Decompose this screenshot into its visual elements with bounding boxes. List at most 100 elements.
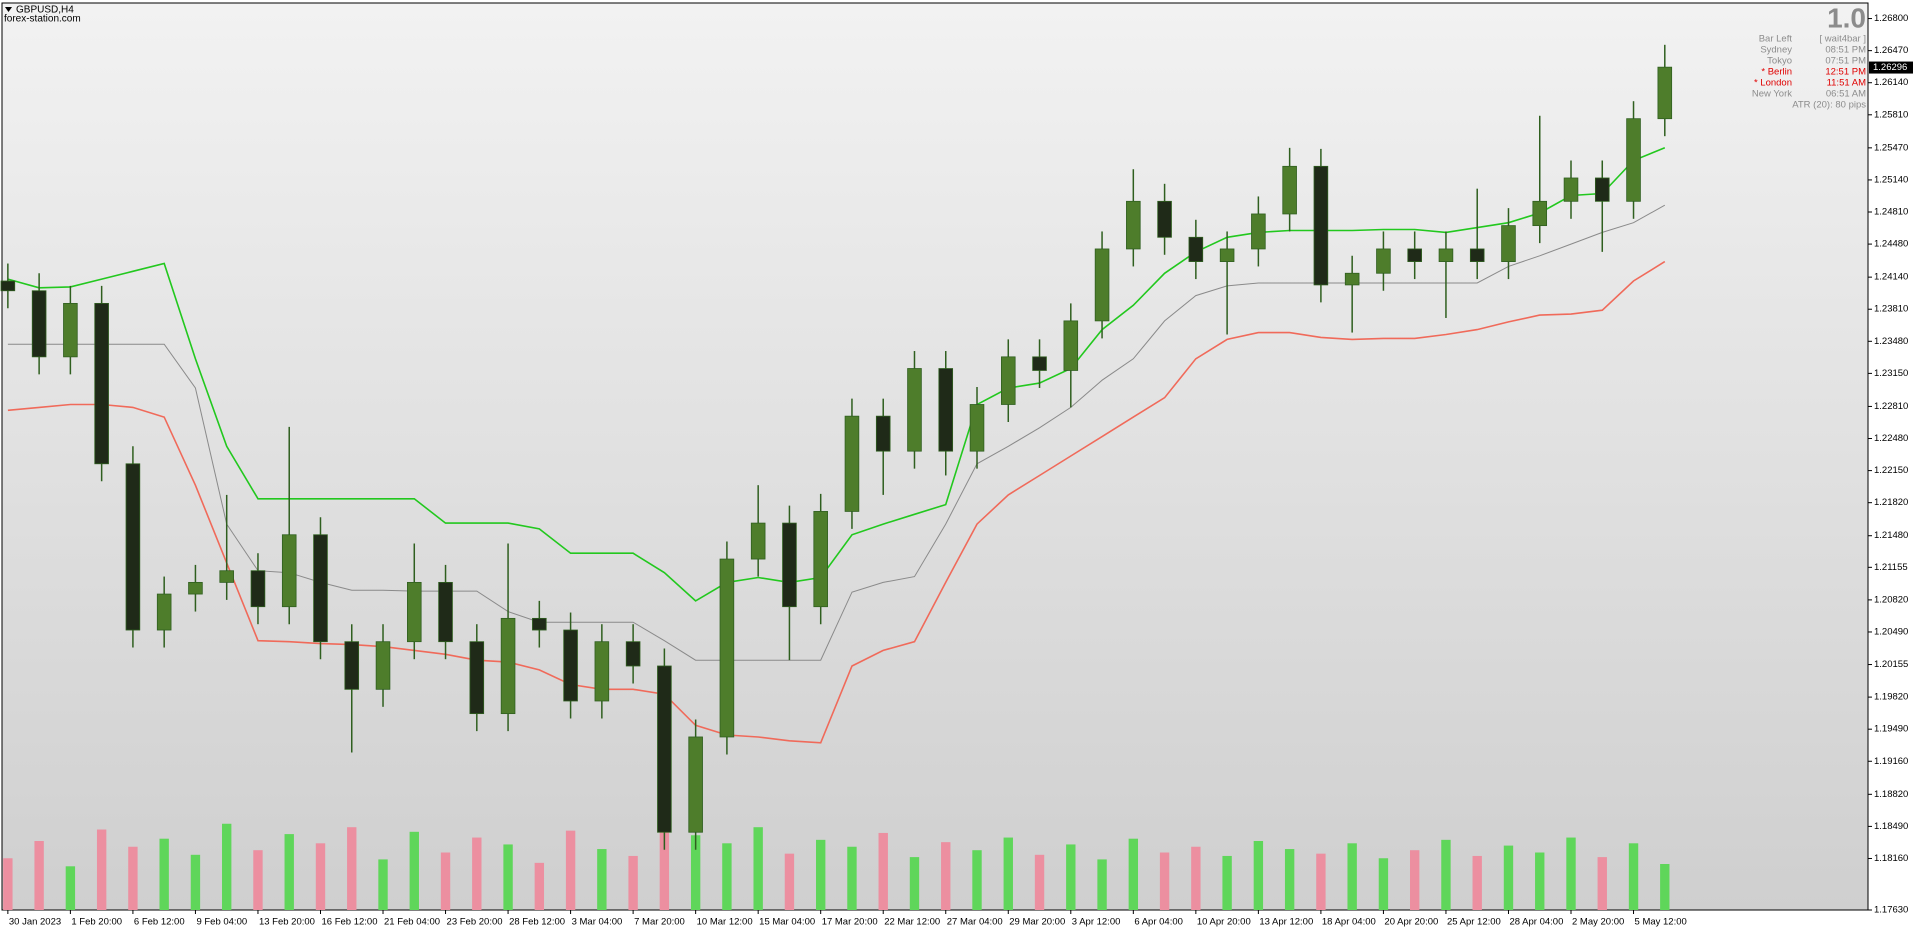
volume-bar: [128, 846, 138, 910]
volume-bar: [65, 866, 76, 910]
info-value: 11:51 AM: [1827, 78, 1867, 89]
volume-bar: [190, 854, 201, 910]
y-tick-label: 1.26470: [1874, 45, 1908, 56]
candle-body: [125, 463, 141, 631]
candle-body: [94, 302, 109, 465]
y-tick-label: 1.24140: [1874, 272, 1908, 283]
info-label: Sydney: [1760, 45, 1792, 56]
current-price-label: 1.26296: [1873, 62, 1907, 73]
volume-bar: [1191, 846, 1201, 910]
symbol-title: GBPUSD,H4: [16, 5, 74, 16]
y-tick-label: 1.26800: [1874, 13, 1908, 24]
y-tick-label: 1.26140: [1874, 77, 1908, 88]
volume-bar: [816, 839, 826, 910]
candle-body: [1219, 248, 1235, 262]
y-tick-label: 1.20490: [1874, 626, 1908, 637]
candle-body: [375, 641, 391, 690]
candle-body: [500, 617, 516, 715]
candle-body: [188, 581, 203, 595]
volume-bar: [1597, 857, 1607, 910]
y-tick-label: 1.19160: [1874, 756, 1908, 767]
candle-body: [1469, 248, 1485, 262]
candle-body: [1501, 225, 1516, 262]
y-tick-label: 1.22150: [1874, 465, 1908, 476]
menu-triangle[interactable]: [5, 7, 12, 12]
candle-body: [1313, 165, 1329, 286]
candle-body: [813, 511, 828, 608]
candle-body: [532, 617, 547, 631]
x-tick-label: 10 Mar 12:00: [697, 917, 753, 928]
x-tick-label: 3 Apr 12:00: [1072, 917, 1121, 928]
candle-body: [1094, 248, 1110, 322]
volume-bar: [534, 862, 545, 910]
volume-bar: [722, 843, 732, 910]
atr-label: ATR (20): 80 pips: [1792, 100, 1866, 111]
volume-bar: [1503, 845, 1514, 910]
x-tick-label: 27 Mar 04:00: [947, 917, 1003, 928]
volume-bar: [96, 829, 107, 910]
volume-bar: [159, 838, 169, 910]
volume-bar: [847, 846, 857, 910]
info-value: 12:51 PM: [1825, 67, 1866, 78]
volume-bar: [690, 835, 701, 910]
volume-bar: [1409, 850, 1420, 910]
x-tick-label: 28 Apr 04:00: [1509, 917, 1563, 928]
volume-bar: [409, 831, 419, 910]
info-value: 06:51 AM: [1826, 89, 1866, 100]
volume-bar: [1535, 852, 1545, 910]
volume-bar: [1003, 837, 1013, 910]
x-tick-label: 6 Feb 12:00: [134, 917, 185, 928]
candle-body: [1563, 177, 1579, 202]
y-tick-label: 1.23480: [1874, 336, 1908, 347]
volume-bar: [3, 858, 13, 910]
candle-body: [1657, 66, 1673, 120]
volume-bar: [753, 827, 763, 910]
candle-body: [250, 570, 266, 608]
indicator-line: [7, 260, 1666, 744]
volume-bar: [1222, 855, 1232, 910]
y-tick-label: 1.20820: [1874, 594, 1908, 605]
volume-bar: [253, 850, 263, 910]
candle-body: [1188, 236, 1204, 262]
volume-bar: [597, 849, 607, 910]
x-tick-label: 30 Jan 2023: [9, 917, 61, 928]
candle-body: [219, 570, 234, 583]
volume-bar: [1097, 859, 1107, 910]
x-tick-label: 18 Apr 04:00: [1322, 917, 1376, 928]
volume-bar: [1660, 864, 1670, 910]
y-tick-label: 1.18490: [1874, 821, 1908, 832]
candle-body: [1626, 118, 1641, 202]
candle-body: [688, 736, 703, 833]
volume-bar: [34, 841, 44, 910]
volume-bar: [659, 818, 670, 910]
x-tick-label: 10 Apr 20:00: [1197, 917, 1251, 928]
x-tick-label: 17 Mar 20:00: [822, 917, 878, 928]
candle-body: [1344, 272, 1360, 286]
candle-body: [938, 368, 954, 452]
volume-bar: [1159, 852, 1170, 910]
candle-body: [844, 415, 860, 512]
candle-body: [63, 302, 78, 358]
candle-body: [1251, 213, 1266, 250]
volume-bar: [628, 855, 638, 910]
info-value: 07:51 PM: [1825, 56, 1866, 67]
volume-bar: [1628, 843, 1639, 910]
x-tick-label: 1 Feb 20:00: [71, 917, 122, 928]
candle-body: [719, 558, 735, 738]
volume-bar: [440, 852, 451, 910]
x-tick-label: 25 Apr 12:00: [1447, 917, 1501, 928]
y-tick-label: 1.22480: [1874, 433, 1908, 444]
y-tick-label: 1.18820: [1874, 789, 1908, 800]
y-tick-label: 1.24810: [1874, 207, 1908, 218]
info-label: Bar Left: [1759, 34, 1793, 45]
x-tick-label: 13 Feb 20:00: [259, 917, 315, 928]
big-value: 1.0: [1827, 2, 1866, 33]
info-value: 08:51 PM: [1825, 45, 1866, 56]
candle-body: [1532, 200, 1548, 227]
candle-body: [594, 641, 610, 702]
volume-bar: [222, 823, 232, 910]
y-tick-label: 1.25140: [1874, 174, 1908, 185]
volume-bar: [1566, 837, 1576, 910]
y-tick-label: 1.18160: [1874, 853, 1908, 864]
